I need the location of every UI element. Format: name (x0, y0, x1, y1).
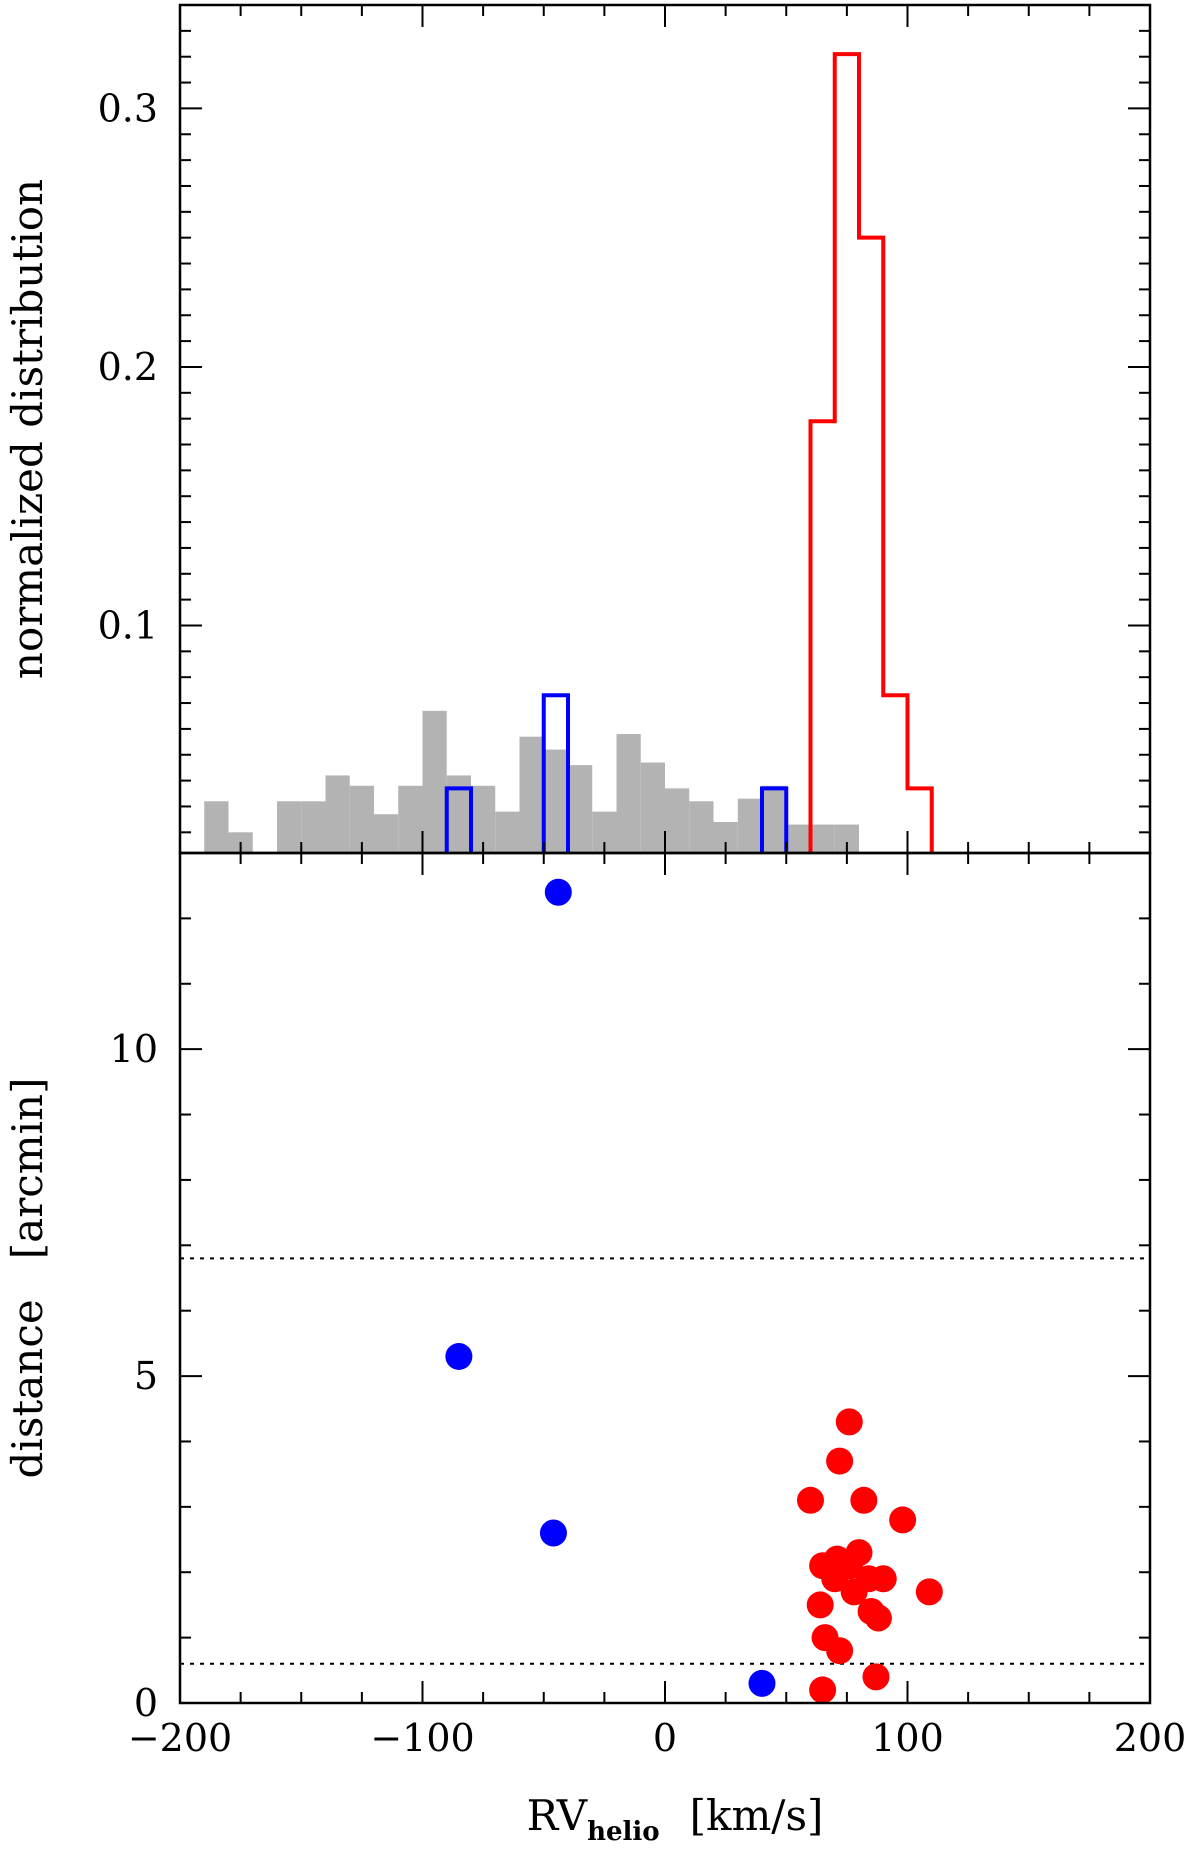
gray-bar-11 (495, 811, 520, 853)
blue-step-histogram-1 (541, 693, 570, 853)
top-panel-ticks (179, 4, 1151, 853)
histogram-panel: 0.1 0.2 0.3 normalized distribution (3, 3, 1152, 855)
red-point-12 (840, 1578, 868, 1606)
gray-bar-8 (422, 710, 447, 853)
red-point-4 (889, 1506, 917, 1534)
blue-point-3 (748, 1669, 776, 1697)
gray-bar-19 (689, 801, 714, 853)
x-tick-label: −100 (370, 1716, 474, 1760)
gray-bar-13 (543, 749, 568, 853)
x-tick-label: 200 (1114, 1716, 1187, 1760)
gray-bar-4 (325, 775, 350, 853)
blue-point-2 (539, 1519, 567, 1547)
bottom-y-axis-label: distance [arcmin] (3, 1078, 52, 1479)
gray-bar-10 (471, 785, 496, 853)
x-axis-label: RVhelio [km/s] (527, 1791, 824, 1847)
red-point-9 (821, 1565, 849, 1593)
gray-bar-5 (349, 785, 374, 853)
scatter-panel: 0 5 10 −200 −100 0 100 200 distance [arcmin] R… (3, 851, 1186, 1847)
bottom-panel-frame (178, 851, 1152, 1705)
red-point-0 (835, 1408, 863, 1436)
gray-bar-0 (204, 801, 229, 853)
bottom-y-tick-label: 5 (134, 1354, 158, 1398)
top-y-tick-label: 0.2 (98, 345, 158, 389)
gray-bar-6 (374, 814, 399, 853)
x-axis-label-subscript: helio (587, 1817, 660, 1847)
gray-bar-12 (519, 736, 544, 853)
red-point-3 (850, 1486, 878, 1514)
bottom-panel-ticks (179, 852, 1151, 1704)
bottom-y-tick-label: 0 (134, 1681, 158, 1725)
blue-step-histogram-2 (760, 786, 789, 853)
x-tick-label: 0 (653, 1716, 677, 1760)
x-tick-label: −200 (128, 1716, 232, 1760)
gray-histogram (204, 710, 859, 853)
red-point-19 (862, 1663, 890, 1691)
blue-step-histogram-0 (444, 786, 473, 853)
gray-bar-17 (640, 762, 665, 853)
red-point-18 (826, 1637, 854, 1665)
bottom-y-tick-label: 10 (110, 1027, 158, 1071)
step-histograms (444, 52, 934, 853)
dotted-reference-lines (180, 1257, 1150, 1665)
gray-bar-24 (810, 824, 835, 853)
x-axis-label-main: RV (527, 1791, 588, 1840)
red-point-2 (797, 1486, 824, 1514)
red-point-13 (915, 1578, 943, 1606)
bottom-y-tick-labels: 0 5 10 (110, 1027, 158, 1725)
blue-point-1 (445, 1342, 473, 1370)
top-y-tick-label: 0.1 (98, 603, 158, 647)
top-y-tick-labels: 0.1 0.2 0.3 (98, 86, 158, 647)
gray-bar-2 (277, 801, 302, 853)
gray-bar-3 (301, 801, 326, 853)
top-y-tick-label: 0.3 (98, 86, 158, 130)
red-point-20 (809, 1676, 837, 1704)
red-point-16 (864, 1604, 892, 1632)
red-point-1 (826, 1447, 854, 1475)
gray-bar-21 (737, 798, 762, 853)
red-point-14 (806, 1591, 834, 1619)
gray-bar-18 (665, 788, 690, 853)
gray-bar-14 (568, 765, 593, 853)
gray-bar-23 (786, 824, 811, 853)
x-tick-label: 100 (871, 1716, 944, 1760)
x-axis-label-unit: [km/s] (690, 1791, 824, 1840)
gray-bar-7 (398, 785, 423, 853)
gray-bar-22 (762, 785, 787, 853)
blue-point-0 (544, 878, 572, 906)
scatter-points (445, 878, 943, 1704)
red-step-histogram-0 (808, 52, 934, 853)
top-y-axis-label: normalized distribution (3, 179, 52, 679)
red-point-11 (869, 1565, 897, 1593)
x-tick-labels: −200 −100 0 100 200 (128, 1716, 1186, 1760)
top-panel-frame (178, 3, 1152, 855)
gray-bar-16 (616, 734, 641, 853)
